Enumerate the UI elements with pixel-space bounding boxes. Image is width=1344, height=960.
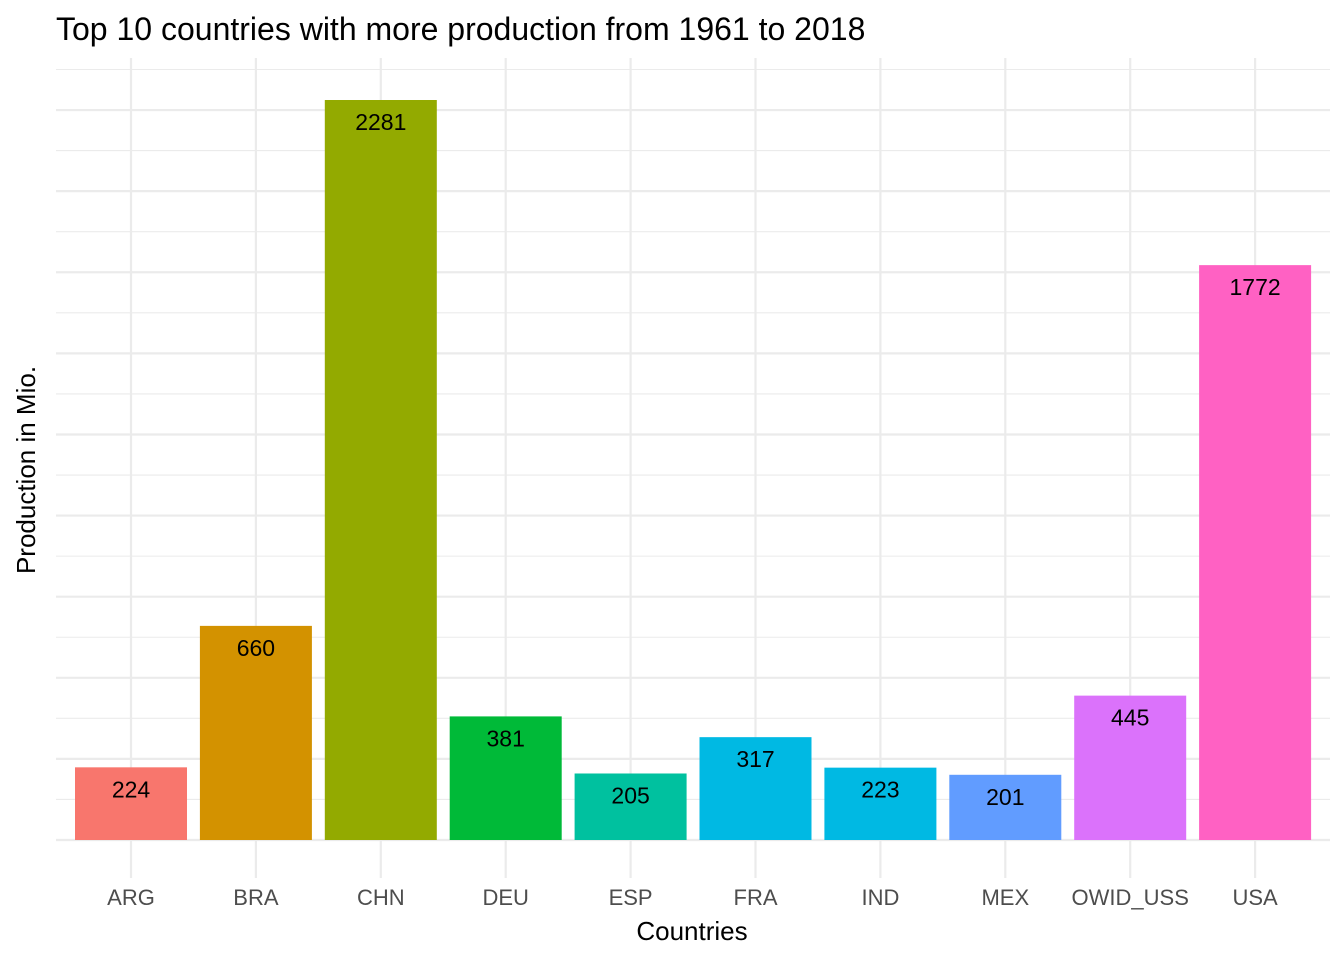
bar-chn <box>324 100 437 840</box>
bar-value-labels: 224 660 2281 381 205 317 223 201 445 1772 <box>112 109 1281 810</box>
x-tick-label: FRA <box>734 885 778 910</box>
bar-mex <box>949 774 1062 840</box>
bar-usa <box>1199 265 1312 840</box>
bar-value-label: 660 <box>237 635 275 661</box>
bar-value-label: 381 <box>487 725 525 751</box>
bar-value-label: 224 <box>112 776 151 802</box>
x-axis-title: Countries <box>636 916 747 946</box>
bar-arg <box>75 767 187 840</box>
x-tick-labels: ARG BRA CHN DEU ESP FRA IND MEX OWID_USS USA <box>107 885 1278 910</box>
x-tick-label: BRA <box>233 885 279 910</box>
bar-value-label: 1772 <box>1230 274 1281 300</box>
y-axis-title: Production in Mio. <box>11 366 41 574</box>
bar-value-label: 2281 <box>355 109 406 135</box>
x-tick-label: CHN <box>357 885 405 910</box>
x-tick-label: OWID_USS <box>1072 885 1189 910</box>
x-tick-label: DEU <box>482 885 528 910</box>
bar-value-label: 223 <box>861 777 899 803</box>
bar-value-label: 201 <box>986 784 1024 810</box>
x-tick-label: ARG <box>107 885 155 910</box>
bar-owid-uss <box>1074 695 1187 840</box>
bar-value-label: 317 <box>736 746 774 772</box>
x-tick-label: IND <box>861 885 899 910</box>
x-tick-label: ESP <box>609 885 653 910</box>
bar-fra <box>699 737 812 840</box>
bars <box>75 100 1312 840</box>
bar-deu <box>449 716 562 840</box>
x-tick-label: MEX <box>981 885 1029 910</box>
bar-bra <box>199 625 312 840</box>
bar-esp <box>574 773 687 840</box>
x-tick-label: USA <box>1232 885 1278 910</box>
bar-value-label: 445 <box>1111 705 1149 731</box>
bar-value-label: 205 <box>611 782 649 808</box>
bar-ind <box>824 767 937 840</box>
chart-title: Top 10 countries with more production fr… <box>56 11 865 47</box>
